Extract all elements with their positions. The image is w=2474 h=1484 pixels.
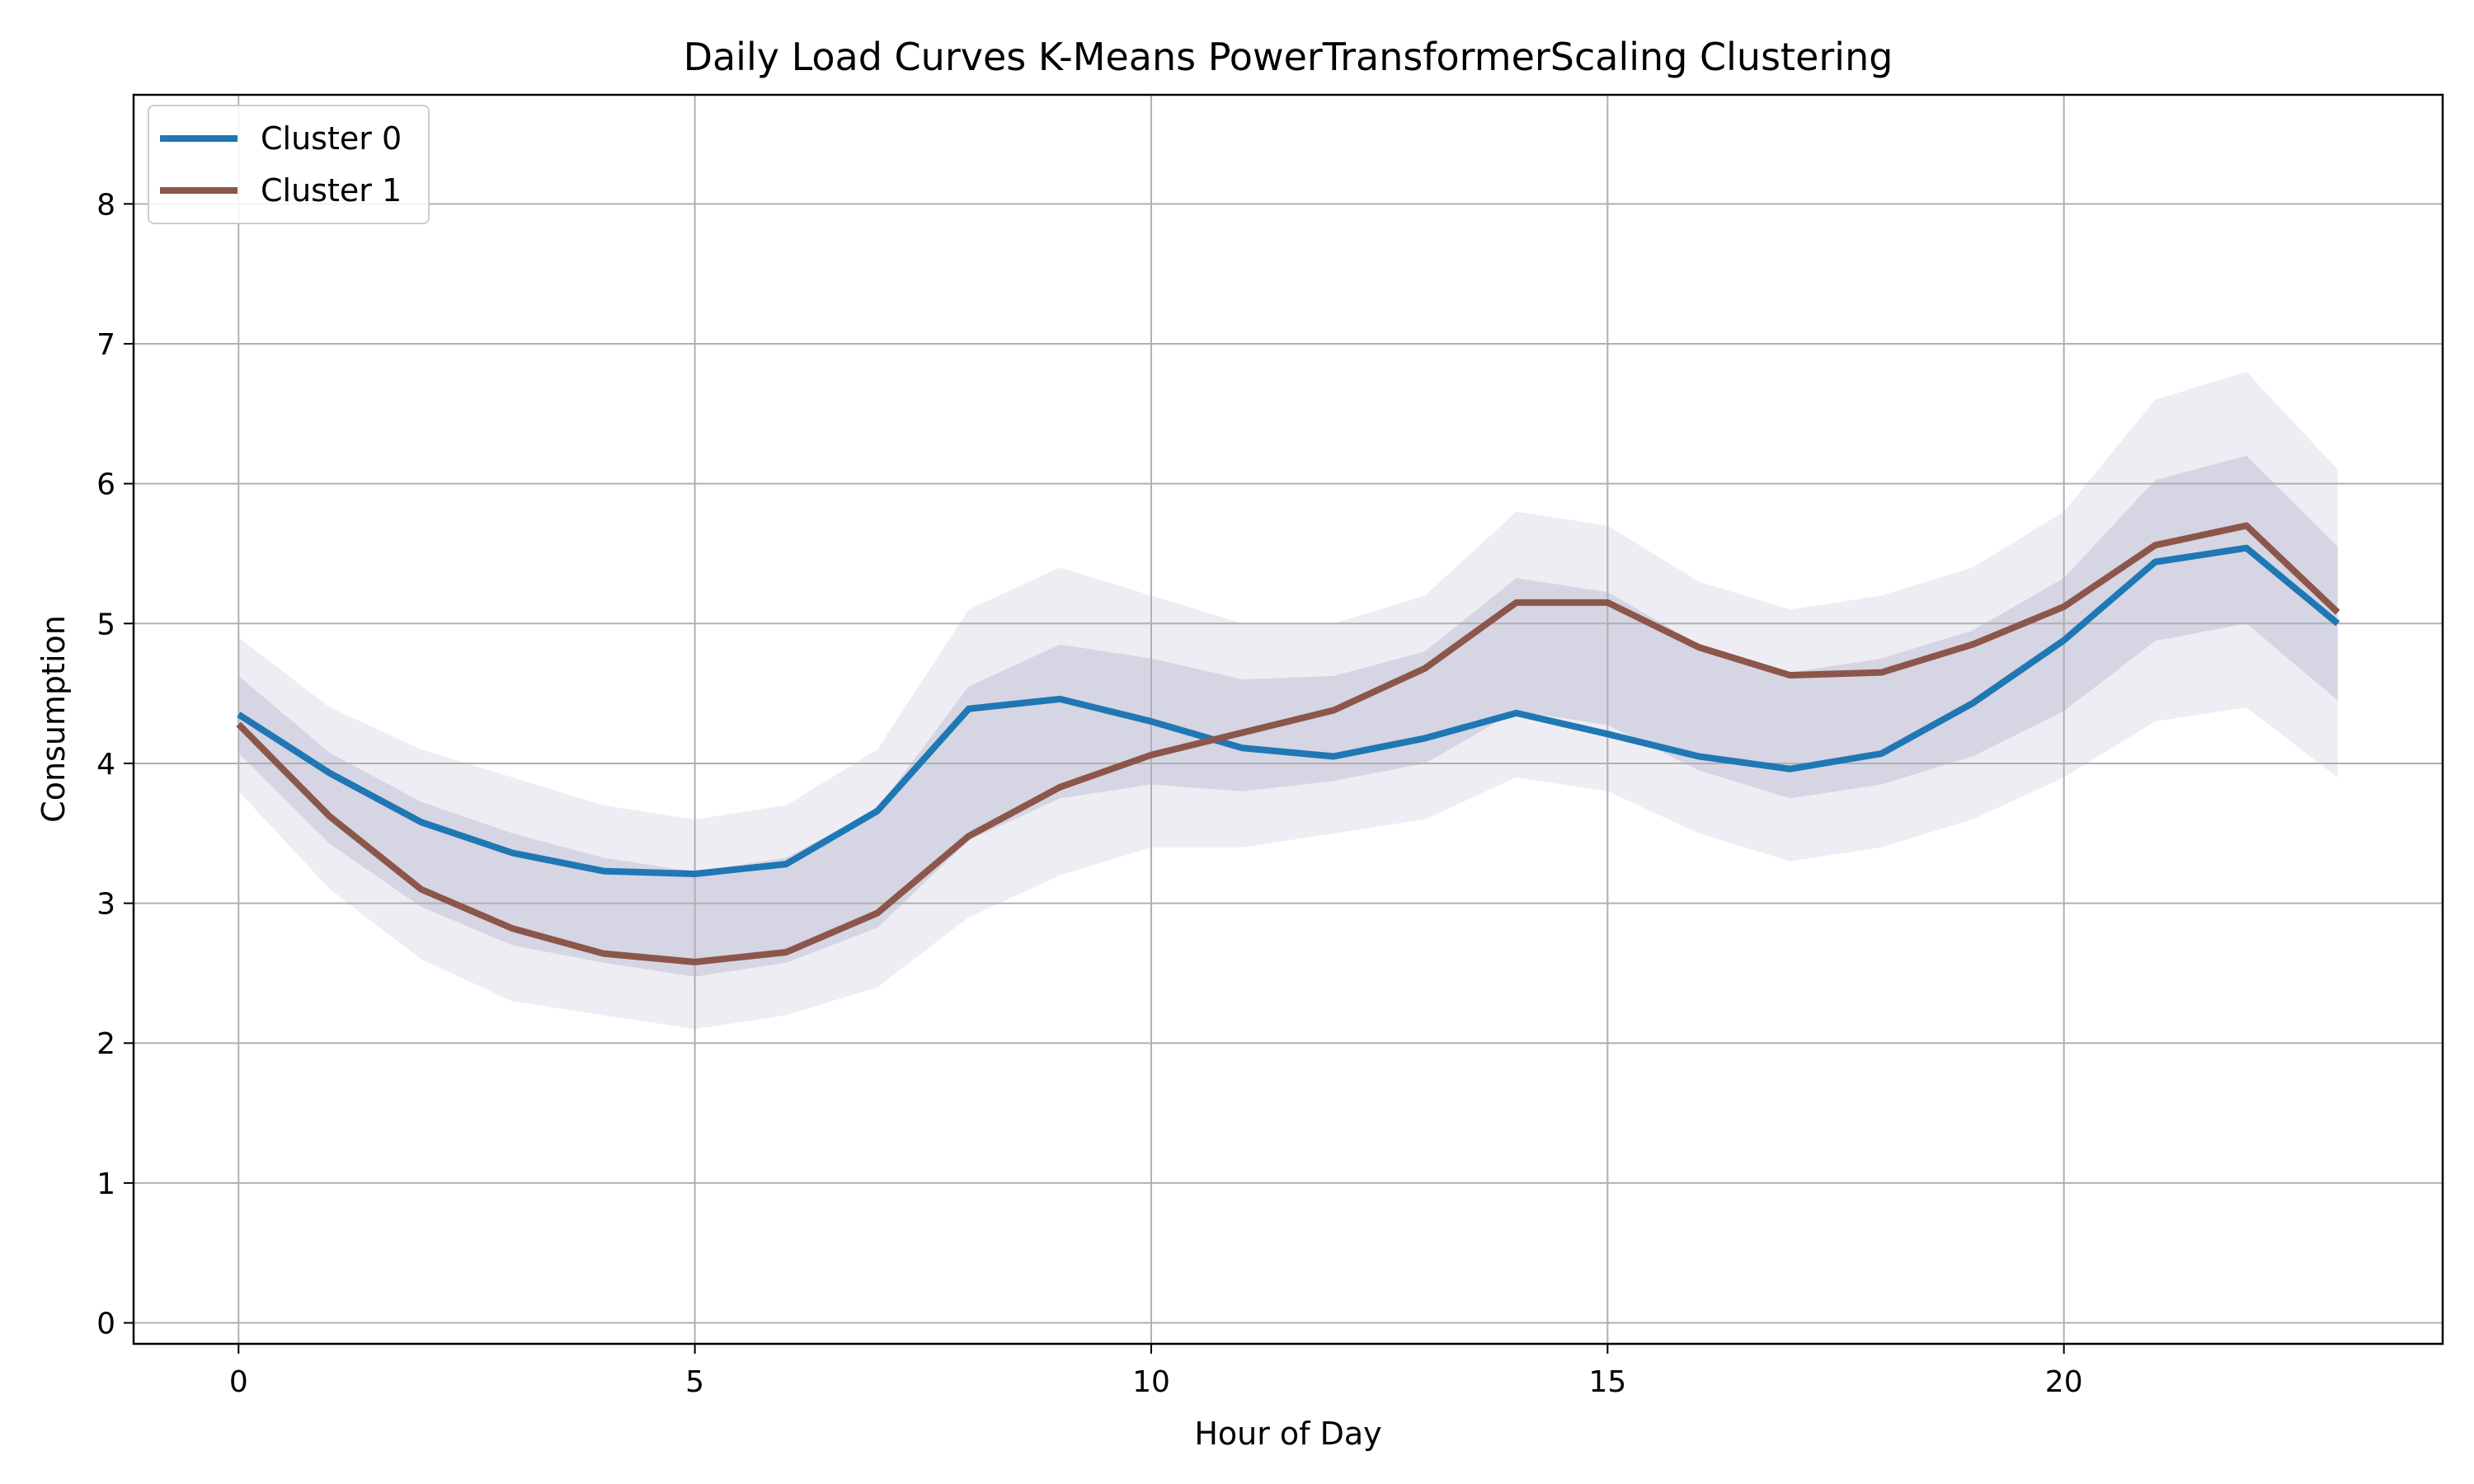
legend-box — [148, 105, 430, 224]
x-axis: 0 5 10 15 20 — [229, 1344, 2083, 1399]
y-axis: 0 1 2 3 4 5 6 7 8 — [96, 188, 134, 1341]
series-line-cluster-1 — [236, 522, 2340, 965]
y-tick-label: 6 — [96, 468, 115, 502]
y-tick-label: 8 — [96, 188, 115, 222]
series-line-cluster-0 — [237, 544, 2340, 877]
plot-frame — [132, 93, 2444, 1345]
grid-lines — [134, 95, 2443, 1344]
plot-area — [132, 93, 2444, 1345]
y-tick-label: 5 — [96, 608, 115, 641]
y-tick-label: 1 — [96, 1167, 115, 1201]
series-lines — [236, 522, 2340, 965]
y-tick-label: 7 — [96, 328, 115, 362]
x-tick-label: 20 — [2045, 1365, 2083, 1399]
x-tick-label: 0 — [229, 1365, 248, 1399]
x-tick-label: 5 — [685, 1365, 704, 1399]
x-axis-label: Hour of Day — [1194, 1416, 1381, 1452]
chart-title: Daily Load Curves K-Means PowerTransform… — [684, 35, 1893, 79]
x-tick-label: 10 — [1132, 1365, 1170, 1399]
x-tick-label: 15 — [1588, 1365, 1626, 1399]
y-tick-label: 4 — [96, 748, 115, 782]
y-tick-label: 0 — [96, 1308, 115, 1341]
spread-band-core — [238, 455, 2338, 977]
legend: Cluster 0 Cluster 1 — [148, 105, 430, 224]
y-axis-label: Consumption — [35, 615, 72, 823]
y-tick-label: 3 — [96, 888, 115, 922]
y-tick-label: 2 — [96, 1027, 115, 1061]
legend-label-cluster-0: Cluster 0 — [261, 120, 402, 157]
legend-label-cluster-1: Cluster 1 — [261, 172, 402, 209]
